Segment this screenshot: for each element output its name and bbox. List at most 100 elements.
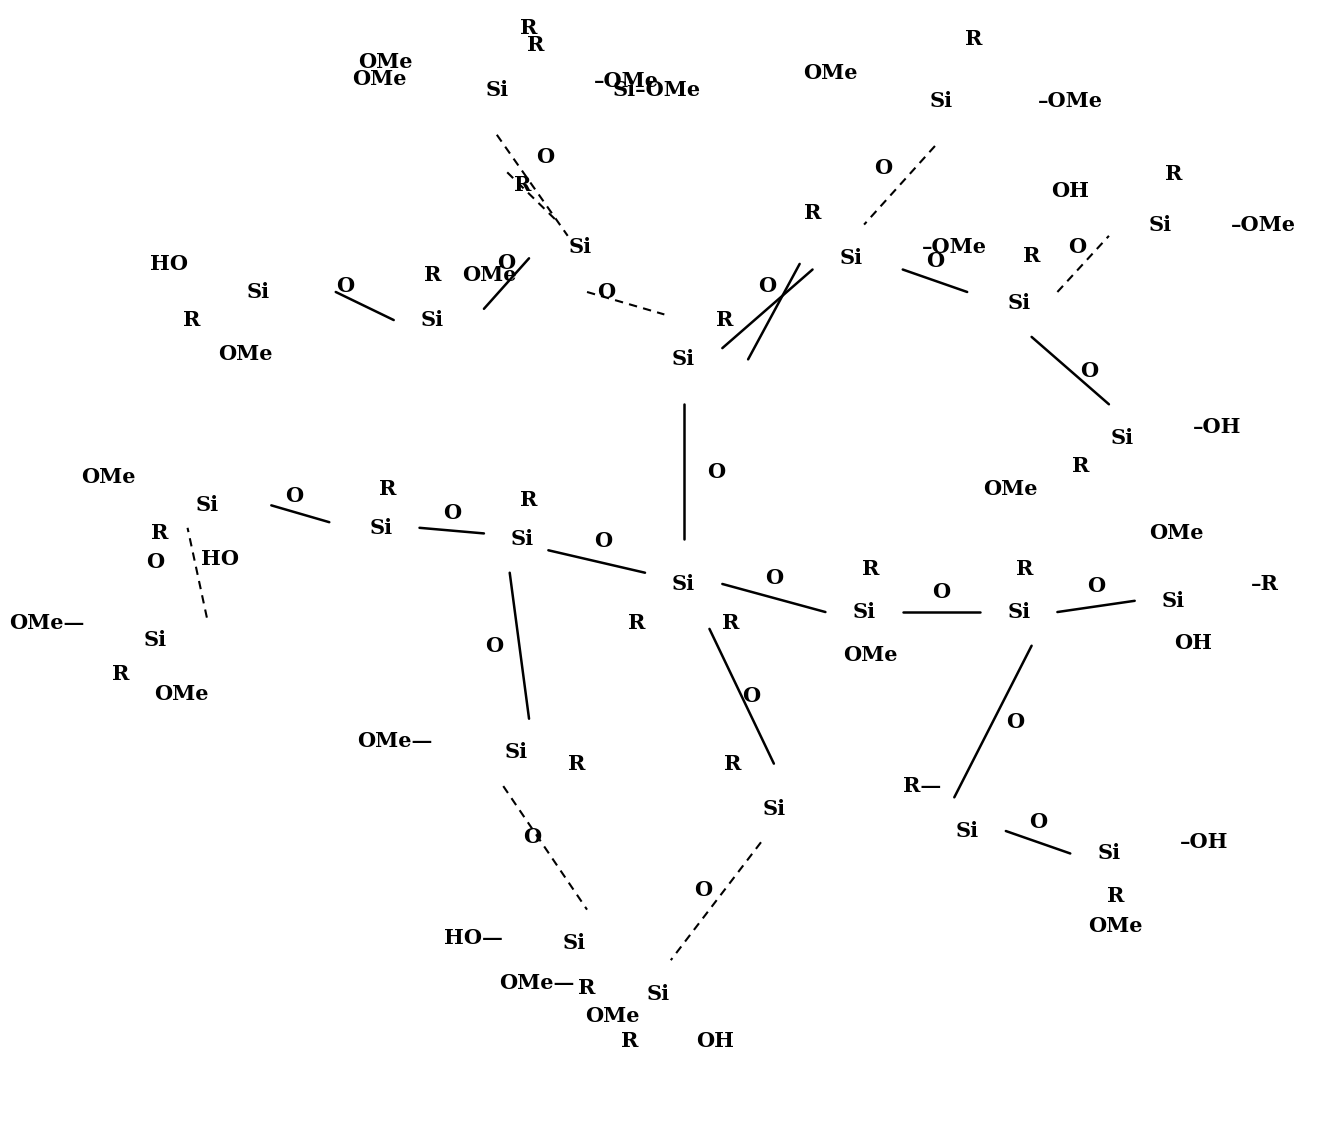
Text: O: O [523, 827, 542, 847]
Text: OMe—: OMe— [357, 731, 433, 751]
Text: R: R [1072, 456, 1089, 476]
Text: O: O [1068, 237, 1086, 257]
Text: O: O [1029, 812, 1046, 832]
Text: R: R [578, 978, 596, 998]
Text: Si: Si [930, 91, 954, 111]
Text: R: R [1106, 886, 1123, 906]
Text: R: R [112, 664, 130, 684]
Text: O: O [706, 462, 725, 482]
Text: OMe: OMe [1088, 916, 1142, 937]
Text: Si: Si [839, 248, 863, 268]
Text: Si: Si [956, 821, 979, 841]
Text: Si: Si [143, 630, 167, 650]
Text: R: R [1165, 164, 1182, 184]
Text: Si: Si [1149, 214, 1173, 235]
Text: R: R [183, 310, 201, 330]
Text: –OH: –OH [1179, 832, 1228, 852]
Text: Si: Si [1007, 602, 1031, 622]
Text: OMe: OMe [843, 645, 898, 665]
Text: O: O [932, 582, 951, 602]
Text: O: O [874, 158, 892, 179]
Text: R: R [378, 478, 396, 499]
Text: O: O [758, 276, 777, 296]
Text: R: R [965, 29, 983, 49]
Text: O: O [336, 276, 355, 295]
Text: Si: Si [421, 310, 444, 330]
Text: HO: HO [150, 254, 187, 274]
Text: OH: OH [1052, 181, 1089, 201]
Text: O: O [146, 551, 165, 572]
Text: O: O [598, 282, 615, 302]
Text: Si: Si [195, 495, 218, 515]
Text: Si: Si [647, 984, 669, 1004]
Text: R: R [724, 754, 741, 774]
Text: Si: Si [485, 80, 509, 100]
Text: OH: OH [1174, 633, 1211, 654]
Text: Si: Si [672, 349, 696, 369]
Text: OMe: OMe [1149, 523, 1203, 544]
Text: Si: Si [1110, 428, 1133, 448]
Text: Si: Si [247, 282, 270, 302]
Text: OMe: OMe [803, 63, 858, 83]
Text: Si: Si [1007, 293, 1031, 313]
Text: OMe—: OMe— [499, 973, 574, 993]
Text: OMe: OMe [462, 265, 517, 285]
Text: R: R [622, 1031, 639, 1051]
Text: –OMe: –OMe [922, 237, 987, 257]
Text: OMe: OMe [81, 467, 135, 487]
Text: –OMe: –OMe [1231, 214, 1296, 235]
Text: O: O [498, 254, 515, 273]
Text: OMe: OMe [586, 1006, 640, 1026]
Text: Si: Si [762, 798, 785, 819]
Text: Si: Si [511, 529, 534, 549]
Text: Si: Si [1162, 591, 1185, 611]
Text: OMe: OMe [154, 684, 208, 704]
Text: Si: Si [568, 237, 592, 257]
Text: R: R [862, 559, 879, 579]
Text: O: O [594, 531, 612, 551]
Text: R: R [567, 754, 586, 774]
Text: R: R [424, 265, 441, 285]
Text: OMe: OMe [984, 478, 1038, 499]
Text: Si: Si [672, 574, 696, 594]
Text: O: O [284, 486, 303, 506]
Text: R: R [1016, 559, 1035, 579]
Text: OMe: OMe [359, 52, 413, 72]
Text: Si: Si [1097, 843, 1121, 864]
Text: R: R [521, 18, 538, 38]
Text: Si: Si [505, 742, 527, 763]
Text: OMe—: OMe— [9, 613, 85, 633]
Text: –OH: –OH [1193, 417, 1242, 437]
Text: Si–OMe: Si–OMe [612, 80, 701, 100]
Text: HO—: HO— [445, 928, 503, 948]
Text: –OMe: –OMe [594, 71, 659, 91]
Text: R—: R— [903, 776, 942, 796]
Text: O: O [1005, 712, 1024, 731]
Text: HO: HO [201, 549, 239, 569]
Text: OH: OH [697, 1031, 734, 1051]
Text: O: O [485, 636, 503, 656]
Text: O: O [537, 147, 554, 167]
Text: R: R [514, 175, 531, 195]
Text: R: R [521, 490, 538, 510]
Text: R: R [151, 523, 169, 544]
Text: –R: –R [1251, 574, 1279, 594]
Text: R: R [803, 203, 821, 223]
Text: OMe: OMe [218, 344, 272, 364]
Text: R: R [527, 35, 544, 55]
Text: O: O [1081, 360, 1098, 381]
Text: O: O [765, 568, 784, 587]
Text: R: R [722, 613, 740, 633]
Text: Si: Si [563, 933, 586, 953]
Text: R: R [716, 310, 733, 330]
Text: Si: Si [853, 602, 875, 622]
Text: O: O [695, 880, 712, 900]
Text: Si: Si [369, 518, 392, 538]
Text: O: O [442, 503, 461, 523]
Text: –OMe: –OMe [1038, 91, 1104, 111]
Text: R: R [1023, 246, 1040, 266]
Text: O: O [1088, 576, 1105, 596]
Text: O: O [926, 250, 944, 271]
Text: OMe: OMe [352, 69, 406, 89]
Text: O: O [741, 686, 760, 706]
